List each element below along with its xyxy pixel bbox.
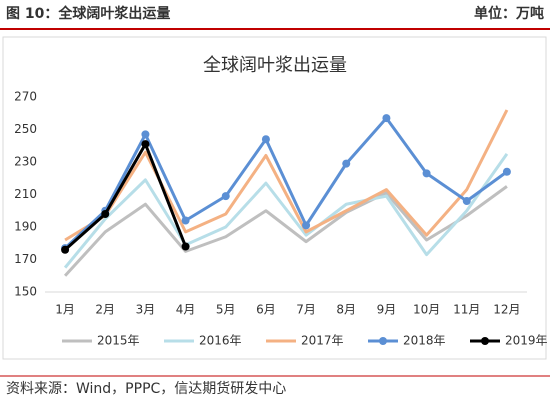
series-line xyxy=(63,185,508,277)
x-tick-label: 10月 xyxy=(413,303,440,317)
x-tick-label: 1月 xyxy=(55,303,75,317)
y-tick-label: 210 xyxy=(14,187,37,201)
y-tick-label: 270 xyxy=(14,90,37,104)
x-tick-label: 5月 xyxy=(216,303,236,317)
x-tick-label: 3月 xyxy=(136,303,156,317)
legend-label: 2019年 xyxy=(505,334,548,348)
y-tick-label: 250 xyxy=(14,122,37,136)
point xyxy=(382,114,391,123)
x-tick-label: 6月 xyxy=(256,303,276,317)
chart-title: 全球阔叶浆出运量 xyxy=(203,55,347,76)
x-tick-label: 4月 xyxy=(176,303,196,317)
point xyxy=(261,135,270,144)
x-tick-label: 12月 xyxy=(493,303,520,317)
point xyxy=(181,216,190,225)
x-tick-label: 7月 xyxy=(296,303,316,317)
y-tick-label: 190 xyxy=(14,220,37,234)
legend-label: 2015年 xyxy=(97,334,140,348)
series-line xyxy=(64,142,187,251)
legend-label: 2018年 xyxy=(403,334,446,348)
x-tick-label: 2月 xyxy=(95,303,115,317)
legend-marker xyxy=(379,337,387,345)
y-tick-label: 170 xyxy=(14,252,37,266)
point xyxy=(302,221,311,230)
x-tick-label: 9月 xyxy=(377,303,397,317)
chart-frame xyxy=(2,36,547,360)
series-line xyxy=(63,153,509,269)
x-tick-label: 8月 xyxy=(336,303,356,317)
point xyxy=(342,159,351,168)
legend-label: 2017年 xyxy=(301,334,344,348)
point xyxy=(502,167,511,176)
point xyxy=(181,242,190,251)
series-line xyxy=(64,116,508,250)
figure-title: 图 10：全球阔叶浆出运量 xyxy=(6,5,170,22)
y-tick-label: 150 xyxy=(14,285,37,299)
point xyxy=(101,210,110,218)
legend-marker xyxy=(481,337,489,345)
point xyxy=(462,197,471,205)
point xyxy=(141,140,150,149)
legend-label: 2016年 xyxy=(199,334,242,348)
point xyxy=(221,192,230,201)
point xyxy=(422,169,431,178)
source: 资料来源：Wind，PPPC，信达期货研发中心 xyxy=(6,380,286,397)
series-line xyxy=(64,109,509,242)
point xyxy=(61,245,70,254)
x-tick-label: 11月 xyxy=(453,303,480,317)
y-tick-label: 230 xyxy=(14,155,37,169)
point xyxy=(141,130,150,139)
unit: 单位：万吨 xyxy=(474,5,544,22)
